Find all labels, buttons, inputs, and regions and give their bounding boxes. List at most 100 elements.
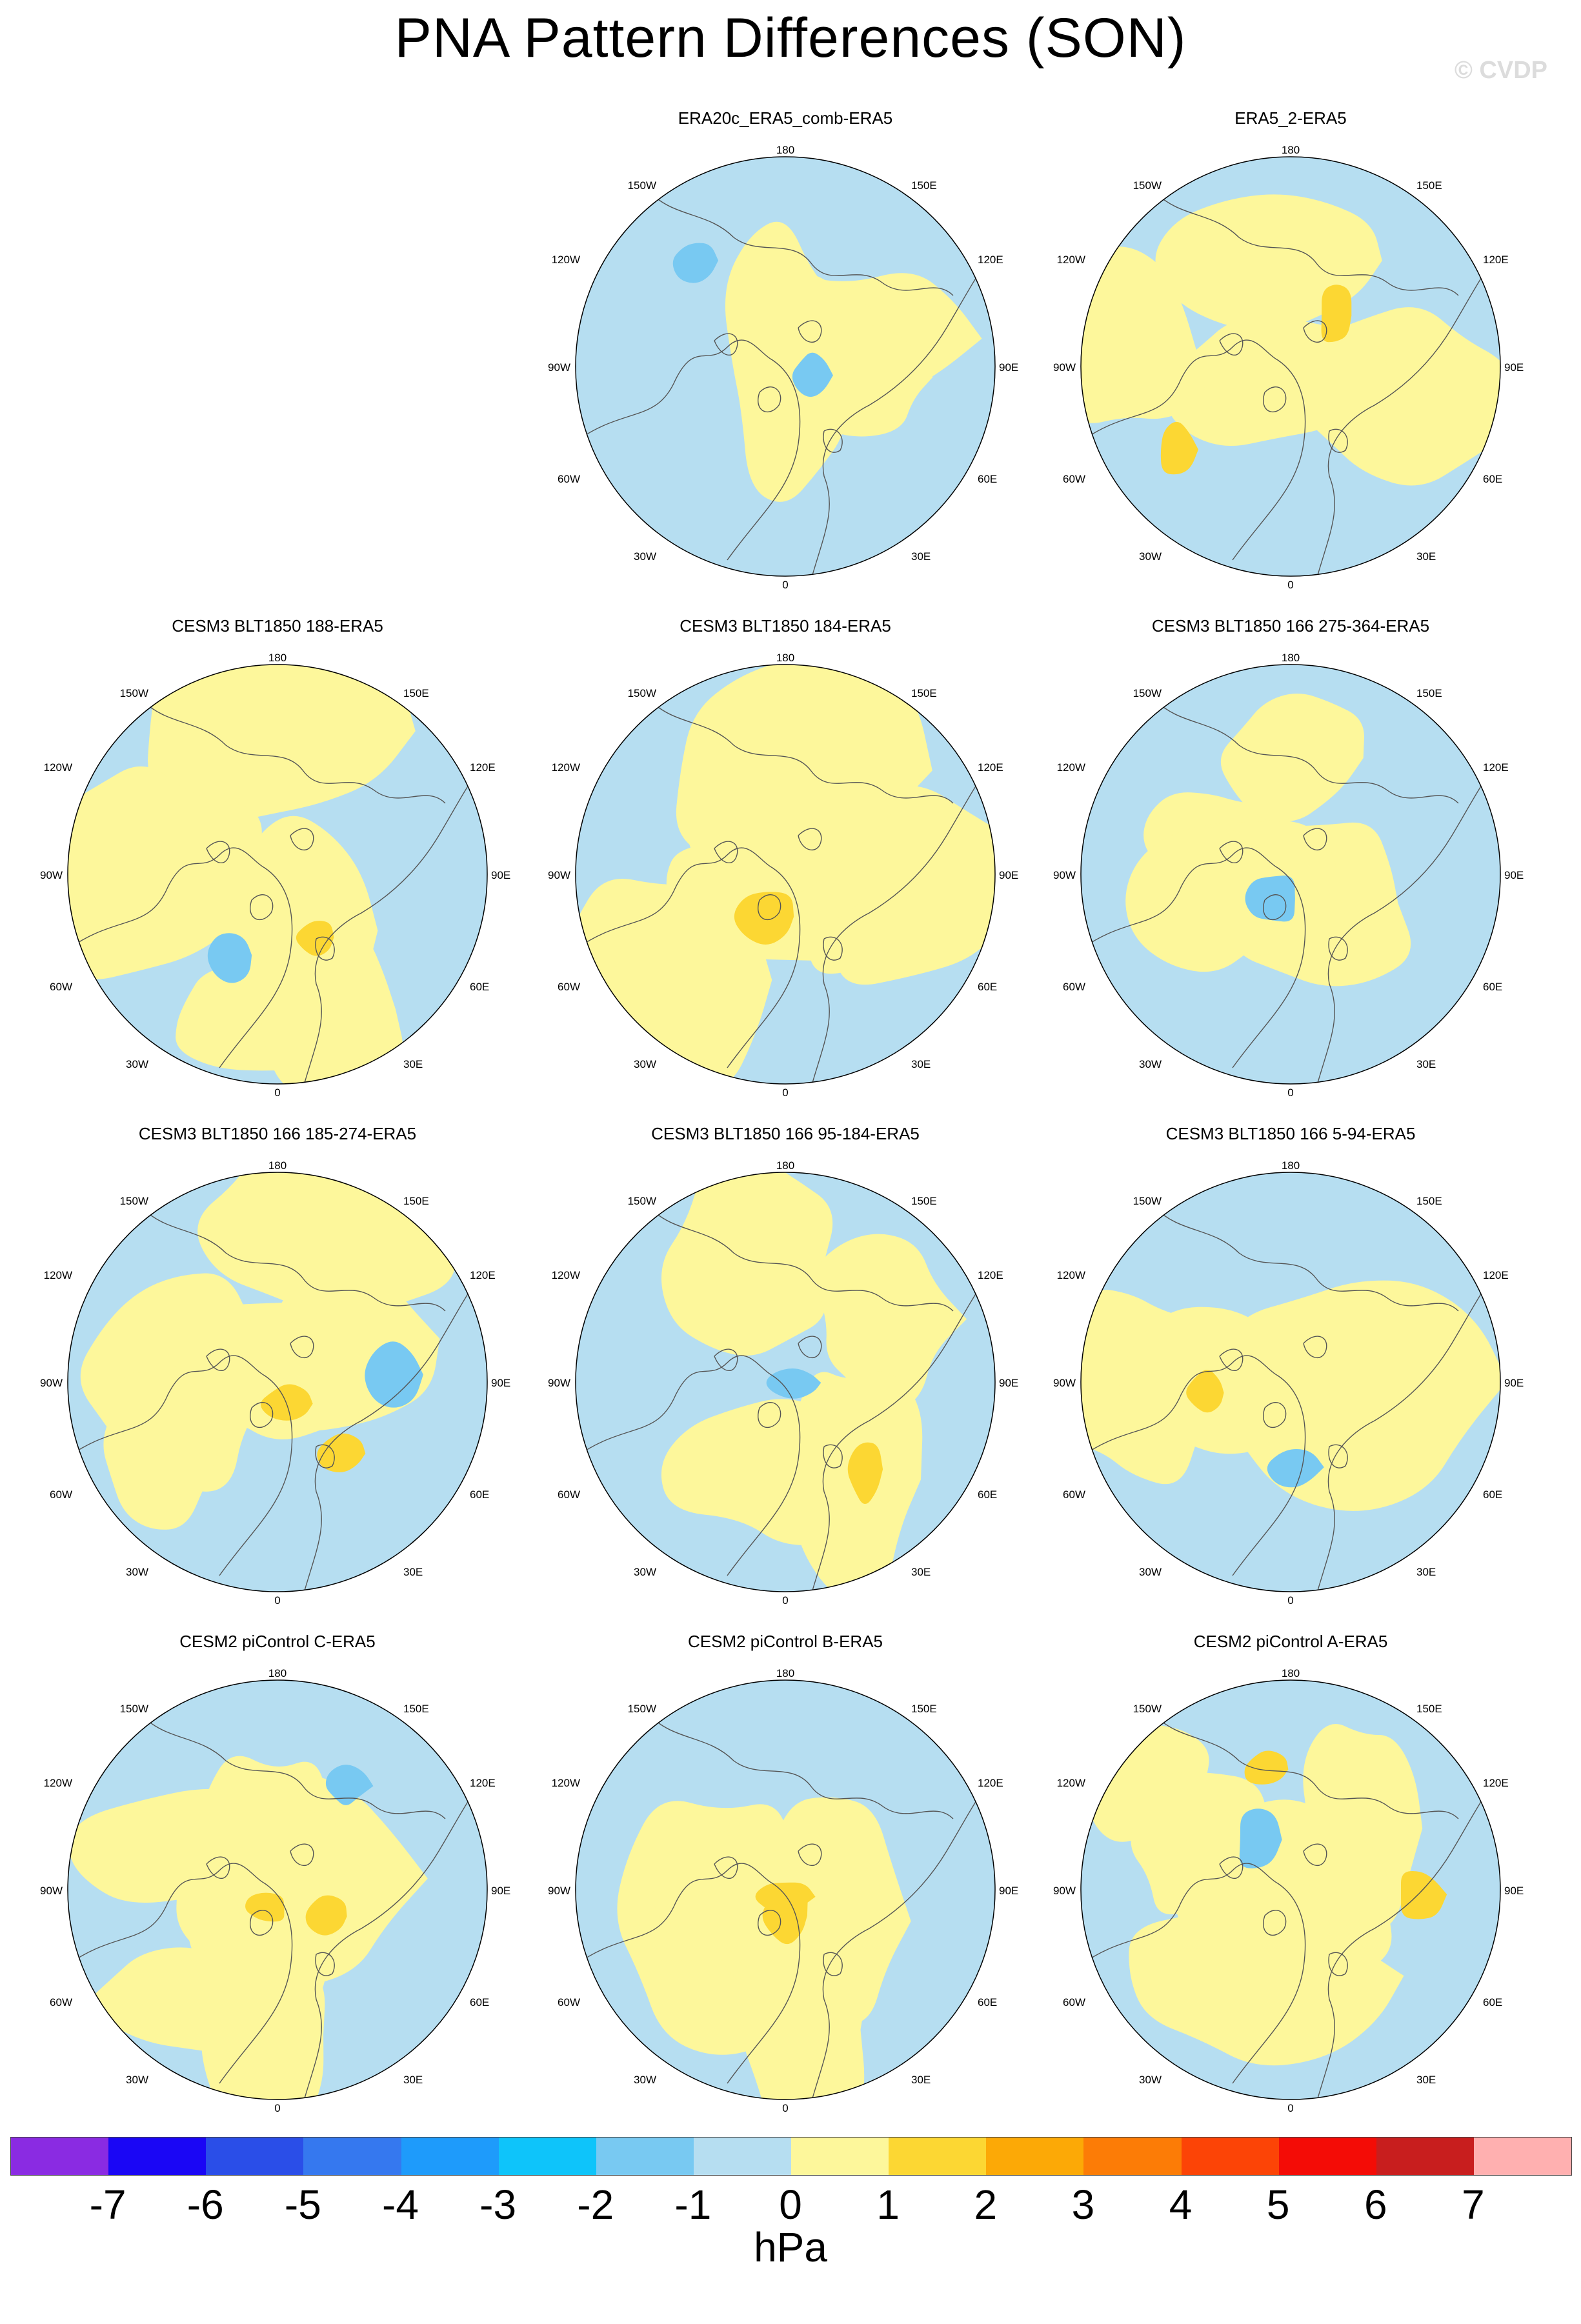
- field-strong-positive-region: [847, 1442, 883, 1505]
- panel-title: CESM2 piControl B-ERA5: [688, 1632, 883, 1651]
- field-strong-negative-region: [365, 1341, 423, 1408]
- polar-map: [67, 1679, 488, 2100]
- panel-title: CESM3 BLT1850 166 185-274-ERA5: [138, 1124, 417, 1143]
- colorbar-tick-label: -4: [382, 2181, 419, 2228]
- colorbar-cell: [1181, 2138, 1279, 2175]
- coastline: [576, 847, 801, 1068]
- longitude-label: 0: [782, 1087, 789, 1099]
- coastline: [811, 1272, 992, 1592]
- colorbar-cell: [596, 2138, 694, 2175]
- colorbar-cell: [1376, 2138, 1474, 2175]
- longitude-label: 150E: [403, 1195, 429, 1207]
- field-positive-region: [676, 665, 932, 894]
- coastline: [1154, 699, 1459, 804]
- longitude-label: 120W: [1056, 761, 1085, 774]
- field-strong-positive-region: [317, 1433, 366, 1472]
- longitude-label: 30W: [126, 1058, 148, 1070]
- longitude-label: 0: [274, 1087, 281, 1099]
- colorbar-cell: [791, 2138, 889, 2175]
- longitude-label: 120E: [1483, 1269, 1509, 1281]
- coastline: [714, 1348, 738, 1371]
- longitude-label: 150E: [911, 687, 937, 699]
- field-strong-positive-region: [1401, 1871, 1447, 1919]
- colorbar-tick-label: 4: [1169, 2181, 1193, 2228]
- map-border-circle: [67, 1172, 488, 1592]
- panel-title: CESM2 piControl A-ERA5: [1193, 1632, 1388, 1651]
- longitude-label: 30E: [911, 550, 931, 563]
- coastline: [206, 1348, 230, 1371]
- field-strong-positive-region: [1186, 1370, 1224, 1413]
- longitude-label: 0: [782, 2102, 789, 2114]
- coastline: [303, 764, 485, 1084]
- longitude-label: 90E: [1504, 1885, 1524, 1897]
- longitude-label: 120E: [470, 1777, 496, 1789]
- longitude-label: 120W: [43, 1777, 72, 1789]
- coastline: [823, 936, 843, 961]
- colorbar-tick-label: 7: [1462, 2181, 1485, 2228]
- longitude-label: 0: [274, 1594, 281, 1607]
- longitude-label: 90E: [999, 1885, 1019, 1897]
- longitude-label: 30W: [634, 550, 656, 563]
- colorbar-cell: [303, 2138, 401, 2175]
- field-strong-positive-region: [734, 892, 794, 945]
- panel-title: ERA20c_ERA5_comb-ERA5: [678, 108, 893, 128]
- longitude-label: 30E: [911, 1566, 931, 1578]
- panel-title: CESM3 BLT1850 166 5-94-ERA5: [1165, 1124, 1416, 1143]
- polar-map: [1080, 156, 1501, 577]
- coastline: [250, 1402, 274, 1428]
- longitude-label: 60E: [978, 981, 998, 993]
- longitude-label: 150E: [1416, 179, 1442, 192]
- coastline: [141, 1207, 446, 1312]
- colorbar-tick-label: 5: [1266, 2181, 1290, 2228]
- longitude-label: 90W: [548, 869, 570, 881]
- longitude-label: 150W: [1133, 179, 1162, 192]
- polar-map: [575, 664, 996, 1085]
- field-strong-positive-region: [1321, 285, 1352, 343]
- coastline: [315, 936, 335, 961]
- longitude-label: 60W: [558, 1996, 580, 2008]
- longitude-label: 0: [1287, 579, 1294, 591]
- coastline: [1263, 1402, 1287, 1428]
- coastline: [1328, 428, 1348, 453]
- panel-title: ERA5_2-ERA5: [1234, 108, 1347, 128]
- coastline: [714, 1856, 738, 1879]
- map-border-circle: [575, 664, 996, 1085]
- field-strong-negative-region: [766, 1368, 821, 1399]
- longitude-label: 150W: [627, 687, 656, 699]
- longitude-label: 60W: [50, 1996, 72, 2008]
- map-panel: ERA20c_ERA5_comb-ERA5 180 0 150W 150E 120W 120…: [540, 108, 1031, 618]
- coastline: [1303, 320, 1327, 343]
- coastline: [1081, 1863, 1306, 2084]
- coastline: [1263, 386, 1287, 412]
- longitude-label: 30E: [403, 1566, 423, 1578]
- longitude-label: 180: [268, 1159, 287, 1172]
- longitude-label: 150W: [119, 1195, 148, 1207]
- panel-title: CESM3 BLT1850 188-ERA5: [172, 616, 383, 636]
- field-strong-negative-region: [672, 243, 719, 283]
- longitude-label: 60W: [50, 1488, 72, 1501]
- field-positive-region: [661, 1399, 888, 1545]
- longitude-label: 90E: [1504, 361, 1524, 374]
- longitude-label: 30W: [1139, 2074, 1162, 2086]
- longitude-label: 30W: [1139, 1566, 1162, 1578]
- longitude-label: 120W: [551, 1777, 580, 1789]
- colorbar-tick-label: -7: [89, 2181, 126, 2228]
- longitude-label: 0: [782, 1594, 789, 1607]
- field-positive-region: [1129, 1883, 1404, 2066]
- longitude-label: 60E: [1483, 473, 1503, 485]
- coastline: [206, 1856, 230, 1879]
- coastline: [811, 1779, 992, 2099]
- longitude-label: 180: [268, 1667, 287, 1679]
- colorbar-cell: [1278, 2138, 1376, 2175]
- coastline: [250, 894, 274, 920]
- longitude-label: 60W: [1063, 1488, 1085, 1501]
- coastline: [714, 333, 738, 356]
- longitude-label: 90W: [548, 361, 570, 374]
- map-border-circle: [575, 1172, 996, 1592]
- longitude-label: 30W: [1139, 1058, 1162, 1070]
- longitude-label: 60E: [1483, 981, 1503, 993]
- map-panel: CESM3 BLT1850 166 185-274-ERA5 180 0 150W 15…: [32, 1124, 523, 1634]
- longitude-label: 60W: [50, 981, 72, 993]
- field-positive-region: [710, 1842, 909, 2008]
- longitude-label: 30W: [126, 2074, 148, 2086]
